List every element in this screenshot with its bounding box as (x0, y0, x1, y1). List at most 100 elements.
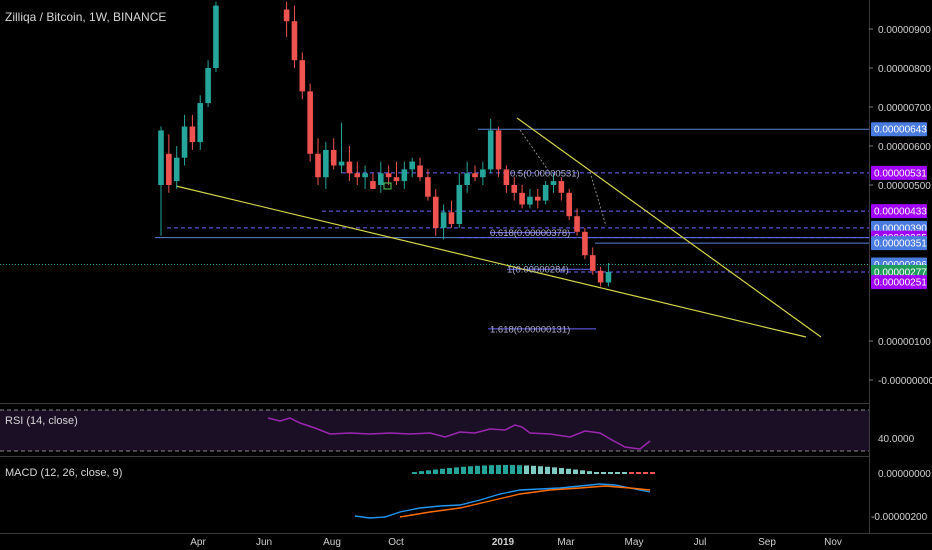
candle-body (385, 173, 392, 178)
macd-histogram-bar (559, 468, 564, 474)
x-tick-label: Apr (190, 537, 206, 548)
candle (213, 1, 219, 72)
candle-body (519, 192, 525, 205)
macd-histogram-bar (643, 472, 648, 474)
macd-tick-label: -0.00000200 (871, 512, 928, 523)
macd-histogram-bar (545, 466, 550, 474)
candle-body (480, 169, 486, 178)
price-tag-label: 0.00000277 (874, 267, 927, 278)
candle-body (307, 91, 313, 154)
macd-histogram-bar (538, 466, 543, 474)
fib-label: 1.618(0.00000131) (490, 324, 570, 335)
candle (299, 52, 306, 100)
candle-body (181, 126, 188, 158)
y-tick-label: 0.00000800 (878, 64, 931, 75)
macd-histogram-bar (650, 472, 655, 474)
x-tick-label: Nov (824, 537, 842, 548)
macd-histogram-bar (580, 470, 585, 474)
trendlines (175, 117, 822, 338)
candle-body (197, 103, 204, 143)
candle-body (535, 196, 541, 201)
candle (393, 161, 400, 185)
y-tick-label: 0.00000600 (878, 142, 931, 153)
candle (480, 161, 486, 185)
y-tick-label: 0.00000700 (878, 103, 931, 114)
macd-histogram-bar (615, 472, 620, 474)
macd-histogram-bar (447, 468, 452, 474)
macd-line (354, 483, 651, 519)
candle (495, 126, 502, 178)
candle-body (330, 149, 337, 166)
macd-histogram-bar (440, 468, 445, 474)
candle (519, 185, 525, 209)
candle-body (362, 173, 368, 178)
price-tag-bg (871, 204, 927, 219)
candle (503, 165, 510, 193)
candle-body (346, 161, 353, 174)
candle (166, 134, 172, 193)
indicator-panes: 40.0000 0.00000000 -0.00000200 (0, 409, 931, 523)
macd-histogram-bar (419, 471, 424, 474)
candle-body (370, 181, 376, 189)
y-tick-label: 0.00000900 (878, 25, 931, 36)
macd-histogram-bar (622, 472, 627, 474)
candle (205, 60, 211, 107)
candle-body (503, 169, 510, 185)
candle-body (487, 130, 494, 170)
x-tick-label: Jul (694, 537, 707, 548)
price-tag: 0.00000251 (871, 275, 927, 290)
candle (173, 146, 180, 189)
price-tag-label: 0.00000351 (874, 239, 927, 250)
macd-histogram-bar (573, 469, 578, 474)
candle (346, 146, 353, 182)
macd-histogram-bar (482, 465, 487, 474)
candle-body (323, 149, 329, 178)
candle-body (291, 21, 298, 61)
candle (456, 173, 463, 228)
fib-connector (589, 171, 607, 227)
candle-body (315, 153, 321, 178)
candle (409, 157, 415, 178)
candle-body (189, 126, 196, 143)
rsi-label: RSI (14, close) (5, 415, 78, 427)
price-tag: 0.00000433 (871, 204, 927, 219)
price-tag: 0.00000531 (871, 165, 927, 180)
macd-histogram-bar (517, 465, 522, 474)
x-tick-label: Aug (323, 537, 341, 548)
rsi-value-label: 40.0000 (878, 434, 915, 445)
candle (566, 188, 572, 221)
candle-body (495, 130, 502, 170)
candle (589, 247, 596, 275)
macd-histogram-bar (454, 467, 459, 474)
macd-histogram-bar (503, 465, 508, 474)
candle (378, 161, 384, 193)
candle (385, 165, 392, 185)
macd-histogram-bar (433, 469, 438, 474)
candle (605, 263, 612, 287)
candle (338, 122, 345, 174)
candle (440, 204, 447, 240)
candle-body (550, 181, 557, 185)
fib-label: 1(0.00000284) (507, 265, 569, 276)
candle-body (472, 173, 478, 178)
candle (283, 1, 290, 37)
y-tick-label: -0.00000000 (878, 376, 932, 387)
candle (330, 138, 337, 170)
signal-line (399, 485, 651, 518)
candle (354, 161, 361, 185)
candle (582, 227, 588, 260)
macd-histogram-bar (468, 466, 473, 474)
y-tick-label: 0.00000500 (878, 181, 931, 192)
candle-body (440, 212, 447, 228)
macd-label: MACD (12, 26, close, 9) (5, 467, 123, 479)
candle-body (589, 255, 596, 271)
price-tag-label: 0.00000390 (874, 223, 927, 234)
candle (189, 114, 196, 150)
macd-histogram-bar (552, 467, 557, 474)
price-tag-bg (871, 275, 927, 290)
candle-body (173, 157, 180, 182)
price-tag: 0.00000643 (871, 122, 927, 137)
candle-body (527, 196, 533, 205)
x-tick-label: 2019 (492, 537, 515, 548)
